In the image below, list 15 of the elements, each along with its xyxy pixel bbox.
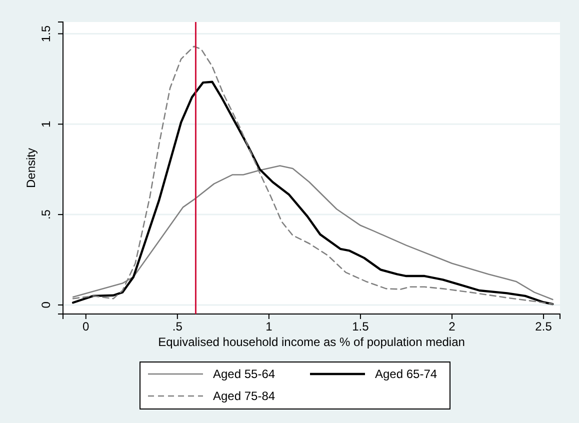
legend-label: Aged 65-74 — [375, 367, 438, 381]
y-axis-title: Density — [24, 148, 38, 188]
x-tick-label: 1.5 — [352, 320, 370, 334]
x-tick-label: .5 — [172, 320, 183, 334]
legend-label: Aged 55-64 — [213, 367, 276, 381]
y-tick-label: 1.5 — [39, 25, 53, 42]
x-tick-label: 2 — [448, 320, 456, 334]
y-tick-label: .5 — [39, 209, 53, 220]
x-axis-title: Equivalised household income as % of population median — [158, 335, 465, 349]
y-tick-label: 1 — [39, 120, 53, 128]
x-tick-label: 2.5 — [535, 320, 552, 334]
x-tick-label: 0 — [82, 320, 90, 334]
legend-label: Aged 75-84 — [213, 389, 276, 403]
x-tick-label: 1 — [266, 320, 273, 334]
y-tick-label: 0 — [39, 301, 53, 308]
